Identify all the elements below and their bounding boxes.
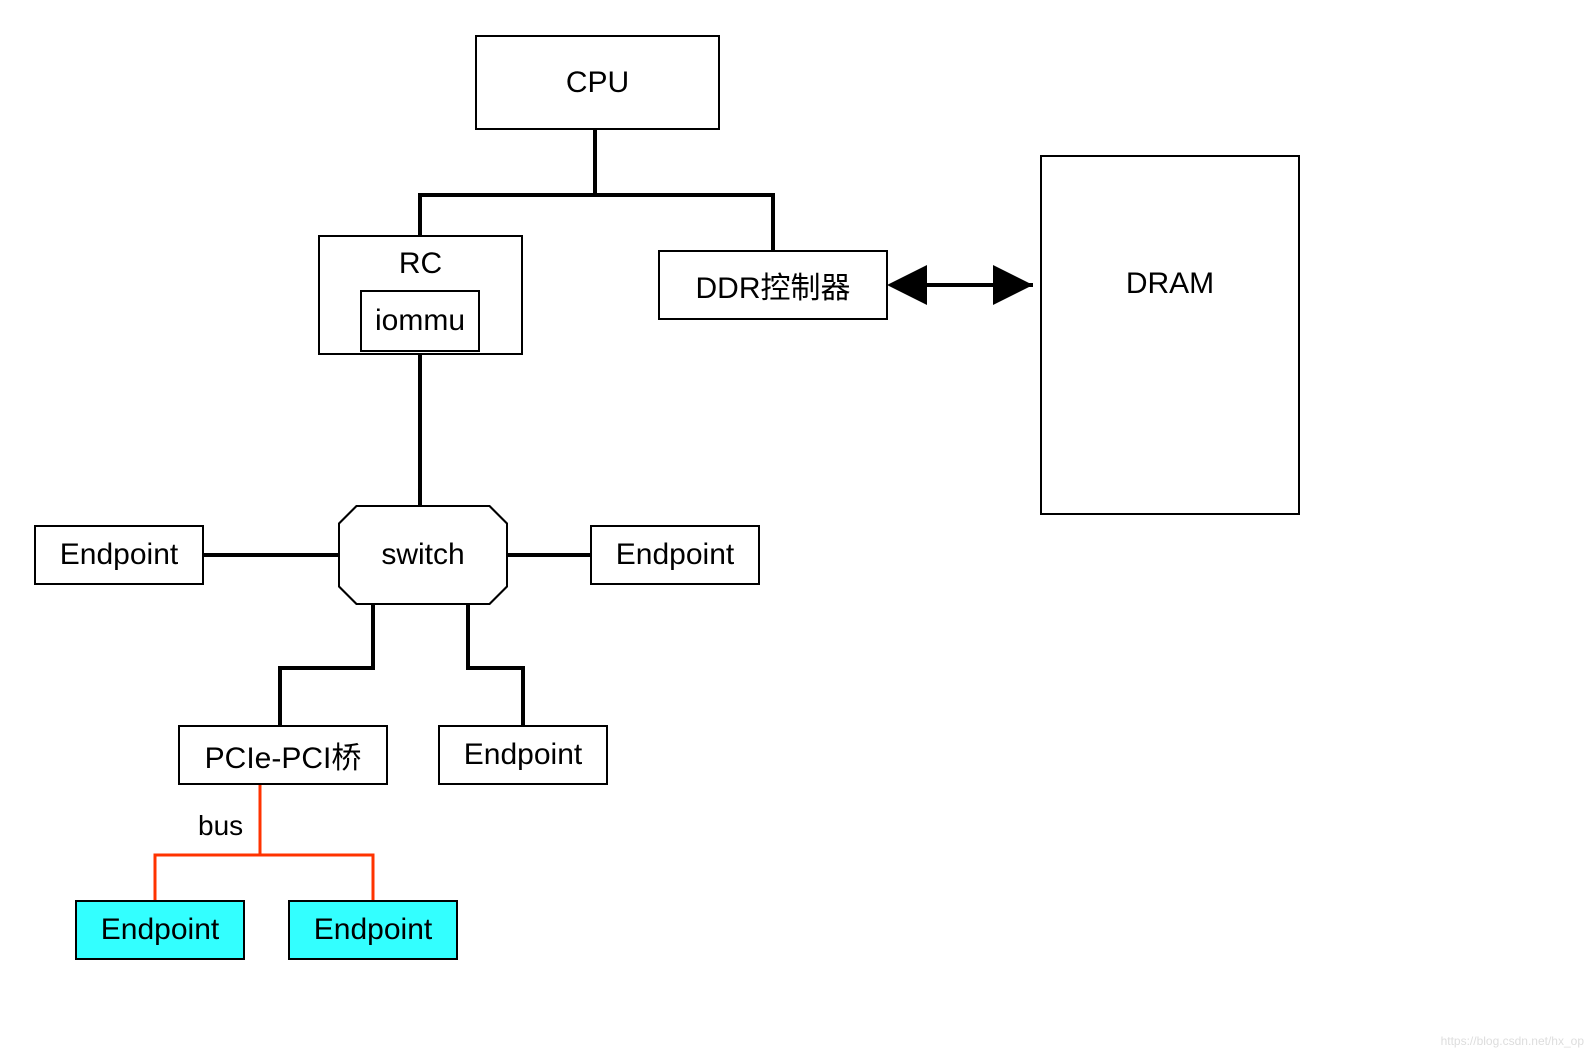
node-cpu-label: CPU [566, 66, 629, 100]
node-ddr: DDR控制器 [658, 250, 888, 320]
edge-switch-bridge [280, 605, 373, 725]
node-ep-right-label: Endpoint [616, 538, 734, 572]
node-bridge-label: PCIe-PCI桥 [205, 733, 362, 777]
node-ep-left-label: Endpoint [60, 538, 178, 572]
node-ddr-label: DDR控制器 [696, 263, 851, 307]
edge-cpu-rc [420, 130, 595, 235]
edge-cpu-ddr [595, 130, 773, 250]
node-switch: switch [338, 505, 508, 605]
watermark: https://blog.csdn.net/hx_op [1441, 1034, 1584, 1048]
diagram-edges [0, 0, 1594, 1056]
label-bus-text: bus [198, 810, 243, 841]
node-switch-label: switch [381, 538, 464, 572]
label-bus: bus [198, 810, 243, 842]
node-iommu-label: iommu [375, 304, 465, 338]
edge-bridge-ep-cyan1 [155, 785, 260, 900]
watermark-text: https://blog.csdn.net/hx_op [1441, 1034, 1584, 1048]
node-ep-br: Endpoint [438, 725, 608, 785]
node-rc-label: RC [399, 247, 442, 281]
edge-switch-ep-br [468, 605, 523, 725]
node-ep-right: Endpoint [590, 525, 760, 585]
node-ep-cyan1-label: Endpoint [101, 913, 219, 947]
node-dram-label: DRAM [1126, 267, 1214, 301]
node-ep-left: Endpoint [34, 525, 204, 585]
node-bridge: PCIe-PCI桥 [178, 725, 388, 785]
edge-bridge-ep-cyan2 [260, 785, 373, 900]
node-ep-cyan1: Endpoint [75, 900, 245, 960]
node-dram: DRAM [1040, 155, 1300, 515]
node-ep-cyan2-label: Endpoint [314, 913, 432, 947]
node-ep-cyan2: Endpoint [288, 900, 458, 960]
node-ep-br-label: Endpoint [464, 738, 582, 772]
node-iommu: iommu [360, 290, 480, 352]
node-cpu: CPU [475, 35, 720, 130]
